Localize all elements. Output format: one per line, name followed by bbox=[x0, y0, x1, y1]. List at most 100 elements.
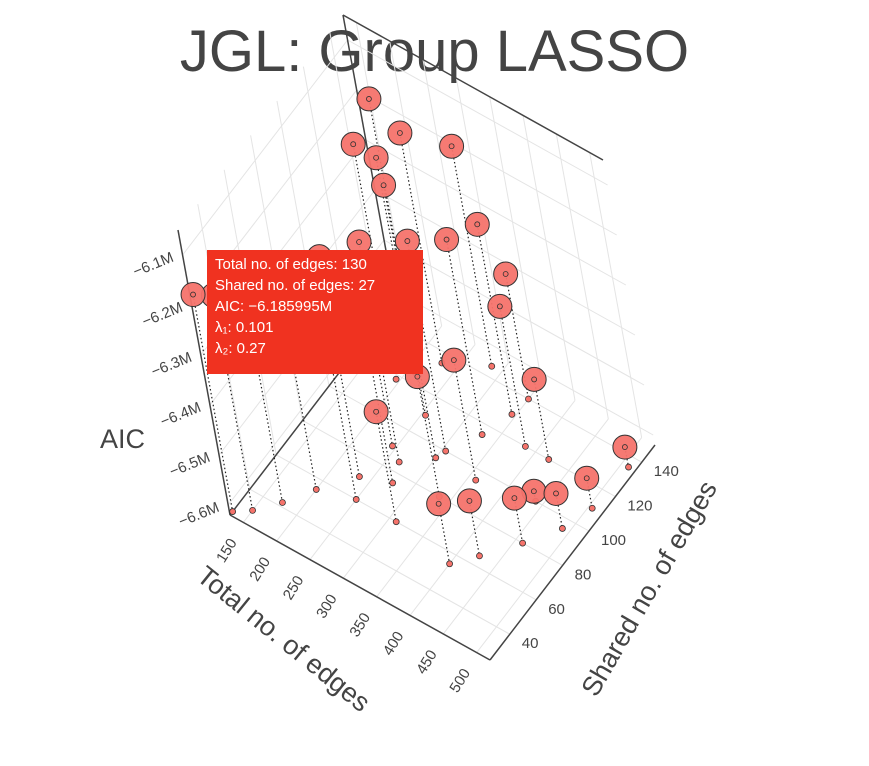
drop-line bbox=[192, 294, 234, 512]
tooltip-line: AIC: −6.185995M bbox=[215, 298, 333, 315]
x-tick-label: 500 bbox=[446, 666, 474, 696]
data-point-center bbox=[531, 376, 538, 383]
data-point-center bbox=[474, 221, 481, 228]
y-tick-label: 140 bbox=[654, 463, 679, 480]
data-point-center bbox=[435, 500, 442, 507]
data-point-center bbox=[404, 238, 411, 244]
data-point-center bbox=[380, 182, 387, 189]
floor-grid-line bbox=[275, 454, 537, 601]
drop-line bbox=[399, 132, 443, 364]
wall-grid-line bbox=[589, 152, 643, 438]
data-point-center bbox=[448, 143, 455, 150]
drop-line bbox=[445, 239, 483, 435]
wall-grid-line bbox=[489, 96, 543, 382]
x-axis-title: Total no. of edges bbox=[191, 560, 376, 717]
projected-point bbox=[432, 454, 440, 462]
tooltip-line: λ₁: 0.101 bbox=[215, 319, 274, 336]
hover-tooltip: Total no. of edges: 130 Shared no. of ed… bbox=[207, 250, 423, 374]
data-point-center bbox=[511, 495, 518, 501]
y-tick-label: 40 bbox=[522, 635, 539, 652]
z-tick-label: −6.4M bbox=[158, 399, 203, 431]
projected-point bbox=[279, 499, 286, 506]
floor-grid-line bbox=[342, 362, 509, 579]
x-tick-label: 400 bbox=[380, 628, 408, 658]
z-axis-line bbox=[177, 229, 231, 516]
data-point-center bbox=[350, 141, 357, 148]
z-tick-label: −6.3M bbox=[149, 349, 194, 381]
tooltip-line: λ₂: 0.27 bbox=[215, 340, 266, 357]
data-point-center bbox=[443, 236, 450, 243]
projected-point bbox=[478, 431, 486, 438]
projected-point bbox=[389, 479, 397, 487]
data-point-center bbox=[553, 490, 559, 497]
wall-grid-line bbox=[389, 40, 443, 327]
projected-point bbox=[389, 442, 396, 450]
z-tick-label: −6.6M bbox=[176, 499, 221, 531]
projected-point bbox=[442, 447, 450, 455]
drop-line bbox=[451, 146, 493, 367]
data-point-center bbox=[496, 303, 503, 310]
data-point-center bbox=[450, 357, 457, 364]
x-tick-label: 200 bbox=[246, 554, 274, 584]
projected-point bbox=[472, 476, 480, 484]
data-point-center bbox=[530, 488, 537, 495]
projected-point bbox=[519, 539, 526, 547]
drop-line bbox=[476, 224, 513, 415]
x-axis-line bbox=[229, 514, 491, 661]
z-tick-label: −6.2M bbox=[140, 299, 185, 331]
floor-grid-line bbox=[355, 351, 616, 498]
projected-point bbox=[476, 552, 483, 560]
floor-grid-line bbox=[381, 316, 643, 463]
data-point-center bbox=[190, 291, 196, 298]
projected-point bbox=[446, 560, 454, 568]
wall-grid-line bbox=[383, 239, 645, 386]
chart-title: JGL: Group LASSO bbox=[179, 19, 690, 84]
wall-grid-line bbox=[356, 89, 617, 236]
x-tick-label: 300 bbox=[313, 591, 341, 621]
data-point-center bbox=[583, 475, 590, 482]
wall-grid-line bbox=[392, 289, 654, 436]
tooltip-line: Shared no. of edges: 27 bbox=[215, 277, 376, 294]
projected-point bbox=[559, 525, 566, 532]
x-tick-label: 250 bbox=[280, 573, 308, 603]
projected-point bbox=[395, 458, 403, 466]
floor-grid-line bbox=[309, 344, 476, 560]
z-axis-title: AIC bbox=[100, 424, 145, 454]
projected-point bbox=[508, 410, 516, 418]
projected-point bbox=[545, 456, 553, 463]
projected-point bbox=[392, 375, 400, 383]
y-tick-label: 100 bbox=[601, 532, 626, 549]
projected-point bbox=[588, 504, 596, 512]
drop-line bbox=[499, 306, 526, 447]
x-tick-label: 450 bbox=[413, 647, 441, 677]
data-point-center bbox=[414, 373, 421, 380]
y-axis-line bbox=[489, 444, 656, 661]
wall-grid-line bbox=[365, 139, 627, 286]
data-point-center bbox=[621, 444, 628, 450]
drop-line bbox=[453, 360, 477, 481]
z-tick-label: −6.5M bbox=[167, 449, 212, 481]
floor-grid-line bbox=[409, 400, 576, 616]
data-point-center bbox=[366, 96, 372, 102]
data-point-center bbox=[373, 154, 380, 161]
data-point-center bbox=[502, 271, 509, 277]
data-point-center bbox=[356, 239, 362, 245]
drop-line bbox=[416, 376, 440, 497]
projected-point bbox=[525, 395, 532, 403]
floor-grid-line bbox=[476, 437, 643, 653]
drop-line bbox=[329, 354, 357, 500]
floor-grid-line bbox=[376, 381, 543, 598]
projected-point bbox=[352, 496, 360, 503]
y-tick-label: 120 bbox=[627, 498, 652, 515]
floor-grid-line bbox=[442, 418, 609, 635]
projected-point bbox=[249, 506, 256, 514]
data-point-center bbox=[373, 408, 380, 415]
z-tick-label: −6.1M bbox=[131, 249, 176, 281]
x-tick-label: 150 bbox=[213, 536, 241, 566]
data-point-center bbox=[397, 130, 403, 136]
projected-point bbox=[392, 518, 400, 526]
projected-point bbox=[522, 443, 529, 450]
x-tick-label: 350 bbox=[346, 610, 374, 640]
wall-grid-line bbox=[422, 59, 476, 345]
